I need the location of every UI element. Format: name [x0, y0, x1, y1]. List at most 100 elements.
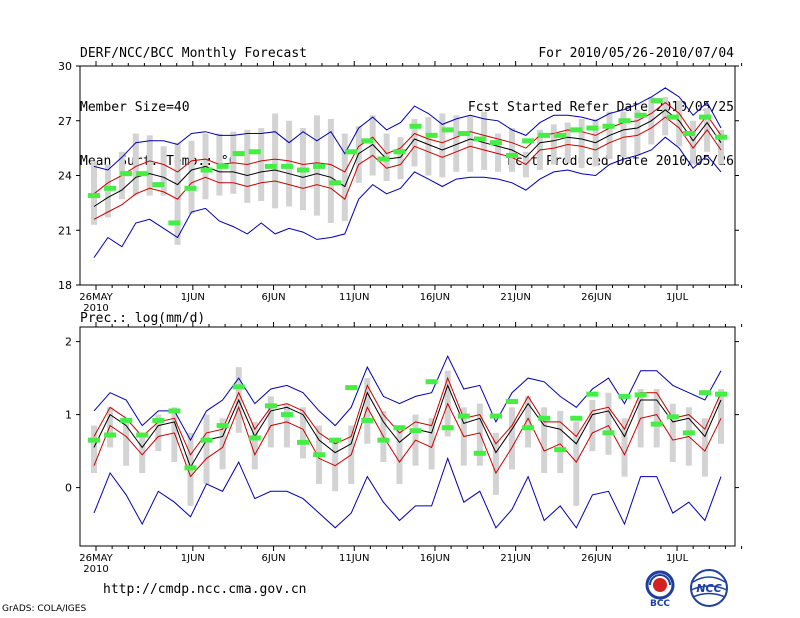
temp-xtick-label: 1JUL — [666, 292, 689, 303]
prec-spread-bar — [492, 432, 499, 495]
prec-member-marker — [264, 403, 277, 409]
temp-member-marker — [313, 163, 326, 169]
start-date: Fcst Started Refer Date 2010/05/25 — [467, 100, 734, 115]
temp-xtick-label: 21JUN — [500, 292, 530, 303]
prec-panel-title: Prec.: log(mm/d) — [80, 311, 205, 326]
temp-member-marker — [602, 123, 615, 129]
temp-member-marker — [345, 149, 358, 155]
temp-xtick-label: 11JUN — [339, 292, 369, 303]
prec-spread-bar — [541, 407, 548, 473]
temp-member-marker — [554, 132, 567, 138]
prec-member-marker — [120, 417, 133, 423]
temp-member-marker — [329, 180, 342, 186]
prec-member-marker — [136, 432, 149, 438]
prec-spread-bar — [107, 407, 114, 448]
prec-xtick-label: 1JUN — [181, 553, 205, 564]
ncc-logo: NCC — [690, 569, 728, 607]
prec-xtick-label: 1JUL — [666, 553, 689, 564]
prec-member-marker — [634, 392, 647, 398]
temp-member-marker — [682, 131, 695, 137]
prec-spread-bar — [171, 407, 178, 463]
temp-member-marker — [457, 131, 470, 137]
bcc-logo: BCC — [645, 570, 675, 608]
temp-spread-bar — [146, 135, 153, 196]
prec-member-marker — [650, 421, 663, 427]
prec-xtick-label: 26MAY — [79, 553, 113, 564]
temp-spread-bar — [564, 122, 571, 163]
temp-member-marker — [216, 163, 229, 169]
temp-member-marker — [393, 149, 406, 155]
temp-spread-bar — [286, 120, 293, 207]
prec-member-marker — [457, 413, 470, 419]
prec-member-marker — [473, 450, 486, 456]
bcc-logo-text: BCC — [650, 599, 670, 608]
temp-spread-bar — [244, 129, 251, 203]
temp-spread-bar — [718, 129, 724, 165]
temp-lower-red-line — [93, 116, 722, 220]
prec-xtick-label: 16JUN — [420, 553, 450, 564]
prec-spread-bar — [155, 414, 162, 452]
temp-member-marker — [297, 167, 309, 173]
prec-member-marker — [570, 415, 583, 421]
temp-ytick-label: 18 — [58, 279, 72, 292]
temp-member-marker — [586, 125, 599, 131]
temp-xtick-label: 1JUN — [181, 292, 205, 303]
prec-panel: Prec.: log(mm/d) 0 1 2 26MAY 1JUN 6JUN 11JUN 16J… — [65, 311, 743, 575]
temp-xtick-label: 6JUN — [261, 292, 285, 303]
temp-member-marker — [361, 138, 374, 144]
temp-member-marker — [136, 171, 149, 177]
prec-spread-bar — [476, 403, 483, 466]
temp-spread-bar — [369, 115, 376, 176]
prec-member-marker — [682, 430, 695, 436]
temp-spread-bar — [327, 118, 334, 223]
prec-spread-bar — [525, 396, 532, 448]
temp-lower-blue-line — [93, 136, 722, 258]
temp-spread-bar — [104, 164, 111, 218]
temp-spread-bar — [132, 133, 139, 196]
temp-member-marker — [473, 136, 486, 142]
temp-member-marker — [425, 132, 438, 138]
temp-spread-bar — [467, 115, 474, 172]
prec-member-marker — [168, 408, 181, 414]
temp-member-marker — [280, 163, 293, 169]
prec-member-marker — [232, 384, 245, 390]
prec-member-marker — [441, 425, 454, 431]
temp-spread-bar — [160, 146, 167, 196]
prec-mean-line — [93, 383, 722, 469]
temp-member-marker — [506, 152, 518, 158]
temp-member-marker — [538, 132, 551, 138]
prec-spread-bar — [267, 396, 274, 448]
prec-spread-bar — [283, 403, 290, 448]
temp-spread-bar — [620, 111, 627, 158]
prec-member-marker — [602, 430, 615, 436]
temp-spread-bar — [188, 140, 195, 214]
temp-spread-bar — [174, 142, 181, 245]
prec-member-marker — [393, 425, 406, 431]
prec-ytick-label: 0 — [65, 482, 72, 495]
prec-spread-bar — [509, 407, 515, 470]
prec-spread-bar — [701, 418, 708, 477]
temp-member-marker — [377, 156, 390, 162]
temp-spread-bar — [453, 115, 460, 172]
temp-member-marker — [232, 151, 245, 157]
prec-member-marker — [216, 423, 229, 429]
prec-spread-bar — [669, 403, 676, 463]
prec-year-label: 2010 — [83, 564, 108, 575]
prec-spread-bar — [123, 421, 130, 466]
temp-upper-blue-line — [93, 87, 722, 171]
header-right: For 2010/05/26-2010/07/04 Fcst Started R… — [468, 9, 734, 189]
temp-member-marker — [264, 163, 277, 169]
temp-year-label: 2010 — [83, 303, 108, 314]
source-url[interactable]: http://cmdp.ncc.cma.gov.cn — [103, 582, 307, 597]
prec-ytick-label: 2 — [65, 336, 72, 349]
temp-member-marker — [152, 182, 165, 188]
prec-upper-blue-line — [93, 355, 722, 442]
prec-member-marker — [666, 414, 679, 420]
prec-lower-red-line — [93, 402, 722, 478]
prec-member-marker — [522, 425, 535, 431]
temp-member-marker — [666, 114, 679, 120]
prec-member-marker — [618, 393, 631, 399]
temp-spread-bar — [676, 100, 683, 147]
temp-member-marker — [489, 140, 502, 146]
